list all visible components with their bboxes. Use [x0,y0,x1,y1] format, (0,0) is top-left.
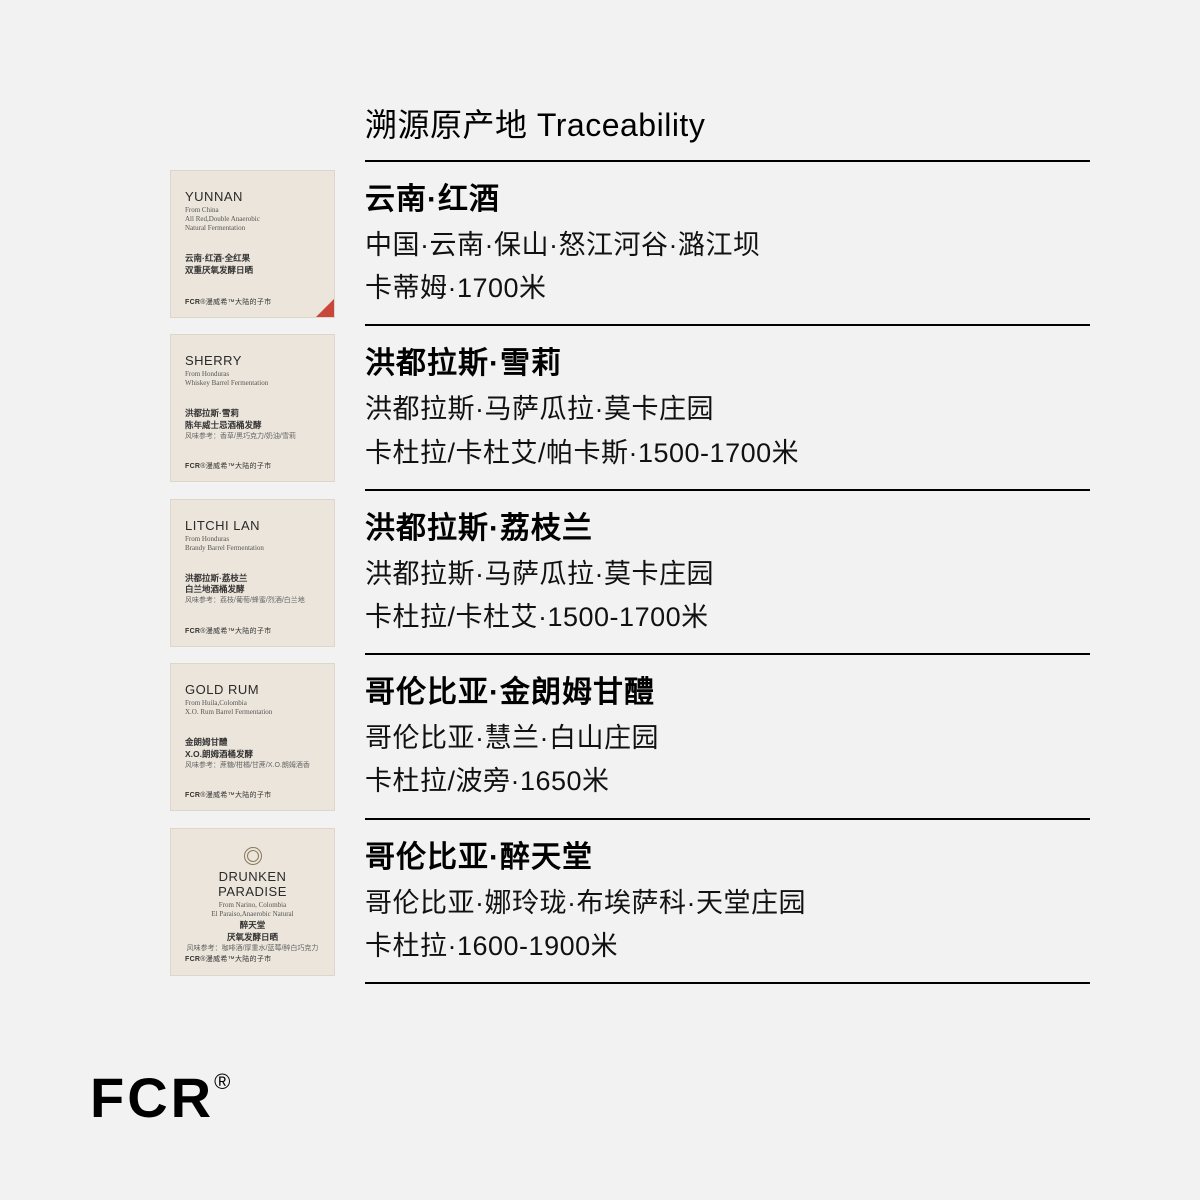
card-cn-name: 洪都拉斯·雪莉 [185,408,320,420]
card-brand: FCR®漫威希™大陆的子市 [185,626,320,636]
card-en-sub: All Red,Double Anaerobic [185,215,320,224]
product-info: 哥伦比亚·醉天堂哥伦比亚·娜玲珑·布埃萨科·天堂庄园卡杜拉·1600-1900米 [365,820,1090,984]
product-row: YUNNAN From ChinaAll Red,Double Anaerobic… [170,162,1090,326]
corner-accent [316,299,334,317]
product-row: SHERRY From HondurasWhiskey Barrel Fermen… [170,326,1090,490]
product-origin: 洪都拉斯·马萨瓜拉·莫卡庄园 [365,388,1090,431]
card-en-sub: Whiskey Barrel Fermentation [185,379,320,388]
product-variety: 卡杜拉/波旁·1650米 [365,760,1090,803]
product-thumbnail: YUNNAN From ChinaAll Red,Double Anaerobic… [170,170,335,318]
product-card: SHERRY From HondurasWhiskey Barrel Fermen… [170,334,335,482]
product-info: 哥伦比亚·金朗姆甘醴哥伦比亚·慧兰·白山庄园卡杜拉/波旁·1650米 [365,655,1090,819]
product-row: DRUNKEN PARADISE From Narino, ColombiaEl … [170,820,1090,984]
product-card: DRUNKEN PARADISE From Narino, ColombiaEl … [170,828,335,976]
product-origin: 中国·云南·保山·怒江河谷·潞江坝 [365,224,1090,267]
product-thumbnail: DRUNKEN PARADISE From Narino, ColombiaEl … [170,828,335,976]
product-variety: 卡蒂姆·1700米 [365,267,1090,310]
card-cn-name: 云南·红酒·全红果 [185,253,320,265]
card-cn-process: 陈年威士忌酒桶发酵 [185,420,320,432]
product-card: GOLD RUM From Huila,ColombiaX.O. Rum Barr… [170,663,335,811]
product-origin: 哥伦比亚·慧兰·白山庄园 [365,717,1090,760]
emblem-icon [244,847,262,865]
card-en-sub: X.O. Rum Barrel Fermentation [185,708,320,717]
product-thumbnail: LITCHI LAN From HondurasBrandy Barrel Fer… [170,499,335,647]
card-cn-flavor: 风味参考：蔗糖/柑橘/甘蔗/X.O.朗姆酒香 [185,761,320,771]
card-en-name: YUNNAN [185,189,320,204]
card-cn-flavor: 风味参考：咖啡酒/厚重水/蓝莓/醉白巧克力 [185,944,320,954]
card-cn-process: 厌氧发酵日晒 [185,932,320,944]
card-en-name: DRUNKEN PARADISE [185,869,320,899]
brand-logo: FCR® [90,1065,233,1130]
card-en-name: LITCHI LAN [185,518,320,533]
product-title: 洪都拉斯·雪莉 [365,338,1090,382]
card-cn-flavor: 风味参考：香草/黑巧克力/奶油/雪莉 [185,432,320,442]
card-en-sub: Brandy Barrel Fermentation [185,544,320,553]
card-cn-name: 醉天堂 [185,920,320,932]
card-en-sub: Natural Fermentation [185,224,320,233]
card-en-sub: El Paraiso,Anaerobic Natural [185,910,320,919]
card-en-sub: From Huila,Colombia [185,699,320,708]
product-card: LITCHI LAN From HondurasBrandy Barrel Fer… [170,499,335,647]
product-info: 洪都拉斯·荔枝兰洪都拉斯·马萨瓜拉·莫卡庄园卡杜拉/卡杜艾·1500-1700米 [365,491,1090,655]
product-origin: 洪都拉斯·马萨瓜拉·莫卡庄园 [365,553,1090,596]
product-title: 哥伦比亚·金朗姆甘醴 [365,667,1090,711]
product-title: 洪都拉斯·荔枝兰 [365,503,1090,547]
card-en-sub: From Honduras [185,535,320,544]
product-thumbnail: GOLD RUM From Huila,ColombiaX.O. Rum Barr… [170,663,335,811]
product-variety: 卡杜拉/卡杜艾·1500-1700米 [365,596,1090,639]
section-header: 溯源原产地 Traceability [365,100,1090,162]
product-variety: 卡杜拉/卡杜艾/帕卡斯·1500-1700米 [365,432,1090,475]
card-en-sub: From China [185,206,320,215]
product-title: 哥伦比亚·醉天堂 [365,832,1090,876]
product-title: 云南·红酒 [365,174,1090,218]
card-brand: FCR®漫威希™大陆的子市 [185,790,320,800]
product-info: 洪都拉斯·雪莉洪都拉斯·马萨瓜拉·莫卡庄园卡杜拉/卡杜艾/帕卡斯·1500-17… [365,326,1090,490]
product-card: YUNNAN From ChinaAll Red,Double Anaerobic… [170,170,335,318]
registered-mark: ® [214,1069,233,1094]
product-row: GOLD RUM From Huila,ColombiaX.O. Rum Barr… [170,655,1090,819]
card-cn-process: 白兰地酒桶发酵 [185,584,320,596]
product-row: LITCHI LAN From HondurasBrandy Barrel Fer… [170,491,1090,655]
card-brand: FCR®漫威希™大陆的子市 [185,297,320,307]
card-brand: FCR®漫威希™大陆的子市 [185,954,320,964]
product-origin: 哥伦比亚·娜玲珑·布埃萨科·天堂庄园 [365,882,1090,925]
card-brand: FCR®漫威希™大陆的子市 [185,461,320,471]
product-variety: 卡杜拉·1600-1900米 [365,925,1090,968]
card-cn-name: 洪都拉斯·荔枝兰 [185,573,320,585]
card-cn-name: 金朗姆甘醴 [185,737,320,749]
product-info: 云南·红酒中国·云南·保山·怒江河谷·潞江坝卡蒂姆·1700米 [365,162,1090,326]
card-cn-flavor: 风味参考：荔枝/葡萄/蜂蜜/烈酒/白兰地 [185,596,320,606]
content-wrapper: 溯源原产地 Traceability YUNNAN From ChinaAll R… [170,100,1090,984]
card-en-sub: From Narino, Colombia [185,901,320,910]
card-cn-process: X.O.朗姆酒桶发酵 [185,749,320,761]
card-en-name: SHERRY [185,353,320,368]
product-thumbnail: SHERRY From HondurasWhiskey Barrel Fermen… [170,334,335,482]
card-en-name: GOLD RUM [185,682,320,697]
card-en-sub: From Honduras [185,370,320,379]
card-cn-process: 双重厌氧发酵日晒 [185,265,320,277]
